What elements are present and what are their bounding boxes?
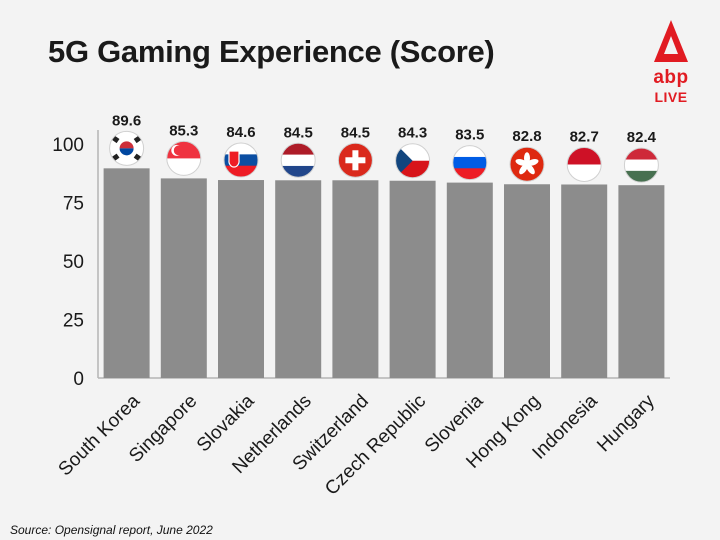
bar — [389, 180, 436, 378]
bar — [504, 184, 550, 378]
data-label: 84.6 — [226, 124, 255, 141]
netherlands-flag-icon — [280, 142, 316, 178]
bar — [561, 184, 608, 378]
y-tick-label: 100 — [52, 135, 84, 156]
indonesia-flag-icon — [566, 146, 602, 182]
data-label: 89.6 — [112, 112, 141, 129]
data-label: 84.5 — [284, 124, 313, 141]
data-label: 84.3 — [398, 125, 427, 142]
x-tick-label: South Korea — [55, 390, 145, 480]
data-label: 82.4 — [627, 129, 657, 146]
abp-live-logo: abp LIVE — [640, 18, 702, 108]
logo-live: LIVE — [654, 89, 688, 105]
switzerland-flag-icon — [337, 142, 373, 178]
south-korea-flag-icon — [109, 130, 145, 166]
x-tick-label: Czech Republic — [321, 391, 430, 500]
chart-title: 5G Gaming Experience (Score) — [48, 34, 495, 69]
singapore-flag-icon — [166, 140, 202, 176]
bar — [446, 182, 493, 378]
data-label: 84.5 — [341, 124, 370, 141]
slovakia-flag-icon — [223, 142, 259, 178]
slovenia-flag-icon — [452, 145, 488, 181]
y-tick-label: 50 — [63, 252, 84, 273]
data-label: 83.5 — [455, 127, 484, 144]
y-tick-label: 0 — [73, 369, 84, 390]
bar — [275, 180, 322, 378]
bar — [332, 180, 379, 378]
data-label: 82.7 — [570, 128, 599, 145]
bar — [618, 185, 665, 378]
data-label: 85.3 — [169, 122, 198, 139]
y-tick-label: 75 — [63, 194, 84, 215]
y-tick-label: 25 — [63, 311, 84, 332]
czech-republic-flag-icon — [395, 143, 431, 179]
bar — [160, 178, 207, 378]
source-note: Source: Opensignal report, June 2022 — [10, 523, 213, 537]
data-label: 82.8 — [512, 128, 541, 145]
logo-word: abp — [653, 67, 689, 88]
hungary-flag-icon — [623, 147, 659, 183]
hong-kong-flag-icon — [509, 146, 545, 182]
bar — [103, 168, 150, 378]
x-tick-label: Hungary — [593, 390, 659, 456]
bar — [218, 180, 264, 378]
abp-triangle-icon — [654, 20, 688, 62]
